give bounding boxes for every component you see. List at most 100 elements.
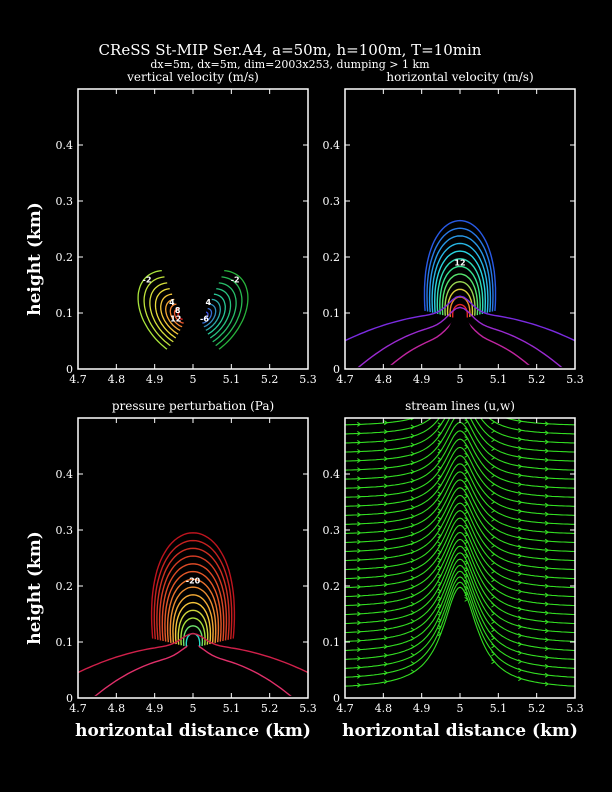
figure-subtitle: dx=5m, dx=5m, dim=2003x253, dumping > 1 … bbox=[150, 58, 430, 71]
contour-line bbox=[78, 632, 308, 674]
stream-arrow bbox=[518, 517, 523, 523]
stream-arrow bbox=[437, 422, 442, 428]
stream-arrow bbox=[544, 637, 550, 643]
x-tick-label: 5.2 bbox=[528, 373, 546, 386]
stream-arrow bbox=[410, 558, 415, 563]
stream-arrow bbox=[518, 454, 523, 460]
stream-arrow bbox=[464, 532, 469, 538]
stream-arrow bbox=[383, 501, 389, 507]
stream-line bbox=[345, 418, 575, 462]
x-tick-label: 4.8 bbox=[375, 373, 393, 386]
stream-arrow bbox=[518, 667, 523, 673]
stream-line bbox=[345, 552, 575, 634]
stream-arrow bbox=[357, 566, 362, 572]
x-tick-label: 5.2 bbox=[261, 702, 279, 715]
stream-arrow bbox=[437, 525, 442, 530]
stream-arrow bbox=[544, 601, 550, 607]
stream-arrow bbox=[518, 580, 523, 586]
stream-arrow bbox=[518, 418, 523, 424]
stream-arrow bbox=[383, 608, 389, 614]
mountain bbox=[345, 642, 575, 698]
contour-label: -6 bbox=[200, 315, 209, 324]
stream-arrow bbox=[410, 487, 415, 493]
stream-arrow bbox=[357, 647, 362, 653]
panel-3: -20 4.7 4.8 4.9 5 5.1 5.2 5.3 0 0.1 0.2 0.3 0.4 press… bbox=[25, 399, 317, 741]
figure-title: CReSS St-MIP Ser.A4, a=50m, h=100m, T=10… bbox=[99, 41, 482, 59]
stream-arrow bbox=[437, 465, 442, 471]
stream-arrow bbox=[357, 503, 362, 509]
contour-line bbox=[449, 296, 471, 317]
stream-arrow bbox=[544, 681, 550, 687]
contour-line bbox=[202, 307, 213, 324]
stream-arrow bbox=[491, 534, 496, 540]
stream-arrow bbox=[491, 643, 496, 649]
contour-label: -20 bbox=[186, 576, 201, 585]
stream-arrow bbox=[491, 568, 496, 574]
contour-line bbox=[169, 303, 186, 329]
stream-arrow bbox=[357, 620, 362, 626]
stream-arrow bbox=[410, 505, 415, 510]
contour-line bbox=[199, 298, 221, 333]
panel-title: vertical velocity (m/s) bbox=[126, 70, 259, 84]
stream-arrow bbox=[491, 594, 496, 600]
stream-arrow bbox=[383, 438, 389, 444]
stream-arrow bbox=[491, 659, 496, 665]
contour-line bbox=[174, 601, 212, 645]
stream-arrow bbox=[383, 546, 389, 552]
stream-arrow bbox=[410, 531, 415, 537]
plot-area bbox=[78, 532, 308, 698]
stream-arrow bbox=[383, 429, 389, 435]
contour-line bbox=[431, 242, 489, 313]
plot-area bbox=[345, 219, 575, 369]
stream-arrow bbox=[357, 682, 362, 688]
contour-line bbox=[169, 586, 217, 643]
stream-arrow bbox=[410, 496, 415, 501]
stream-arrow bbox=[437, 439, 442, 445]
stream-arrow bbox=[357, 638, 362, 644]
x-tick-label: 5 bbox=[190, 373, 197, 386]
contour-line bbox=[165, 298, 187, 333]
x-tick-label: 5.3 bbox=[299, 373, 317, 386]
stream-arrow bbox=[491, 499, 496, 505]
stream-arrow bbox=[410, 540, 415, 546]
contour-label: 4 bbox=[206, 298, 212, 307]
contour-line bbox=[426, 227, 494, 312]
stream-arrow bbox=[544, 466, 550, 472]
stream-arrow bbox=[518, 562, 523, 568]
stream-arrow bbox=[437, 457, 442, 462]
y-tick-label: 0.1 bbox=[56, 636, 74, 649]
contour-line bbox=[436, 258, 484, 314]
panel-2: 12 4.7 4.8 4.9 5 5.1 5.2 5.3 0 0.1 0.2 0.3 0.4 horizo… bbox=[323, 70, 584, 386]
panel-4: 4.7 4.8 4.9 5 5.1 5.2 5.3 0 0.1 0.2 0.3 0.4 stream l… bbox=[323, 399, 584, 741]
stream-arrow bbox=[544, 493, 550, 499]
stream-arrow bbox=[410, 635, 415, 641]
stream-arrow bbox=[357, 656, 362, 661]
contour-line bbox=[446, 288, 474, 317]
stream-line bbox=[345, 463, 575, 525]
stream-arrow bbox=[437, 624, 442, 630]
stream-arrow bbox=[410, 451, 415, 457]
contour-line bbox=[345, 306, 575, 369]
stream-arrow bbox=[464, 546, 469, 552]
contour-line bbox=[173, 307, 184, 324]
stream-arrow bbox=[544, 547, 550, 553]
x-tick-label: 5.3 bbox=[566, 373, 584, 386]
stream-arrow bbox=[518, 597, 523, 603]
contour-line bbox=[182, 625, 204, 646]
stream-arrow bbox=[437, 516, 442, 522]
stream-arrow bbox=[357, 673, 362, 679]
contour-line bbox=[177, 609, 209, 645]
stream-arrow bbox=[464, 517, 469, 522]
stream-arrow bbox=[410, 584, 415, 590]
stream-arrow bbox=[410, 618, 415, 624]
stream-arrow bbox=[544, 457, 550, 463]
stream-arrow bbox=[491, 472, 496, 478]
stream-arrow bbox=[491, 490, 496, 496]
stream-arrow bbox=[491, 635, 496, 641]
stream-arrow bbox=[491, 525, 496, 531]
x-tick-label: 4.9 bbox=[146, 373, 164, 386]
y-tick-label: 0.4 bbox=[56, 139, 74, 152]
contour-line bbox=[433, 250, 487, 314]
stream-arrow bbox=[437, 482, 442, 488]
